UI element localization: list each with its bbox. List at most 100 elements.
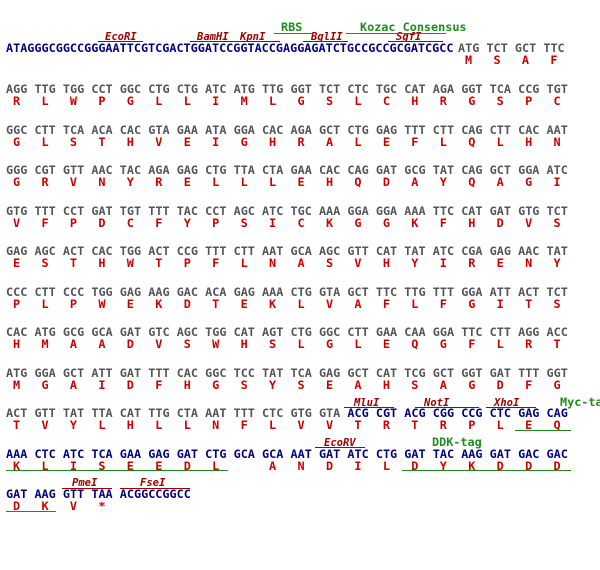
amino-acid: R [13, 94, 21, 108]
amino-acid: L [411, 296, 419, 311]
enzyme: NotI [424, 397, 450, 409]
codon: CAG [546, 406, 568, 420]
feature: Kozac Consensus [360, 20, 467, 34]
amino-acid: L [240, 175, 248, 189]
codon: GGC [318, 325, 341, 339]
amino-acid: N [98, 175, 106, 189]
amino-acid: I [212, 134, 220, 149]
site-line [315, 447, 365, 448]
amino-acid: I [496, 296, 504, 311]
amino-acid: A [521, 53, 529, 67]
amino-acid: Y [126, 175, 134, 189]
codon: CTT [432, 122, 455, 137]
site-line [344, 407, 394, 408]
amino-acid: H [325, 175, 334, 189]
codon: CTG [205, 446, 227, 461]
amino-acid: D [496, 215, 504, 230]
amino-acid: L [269, 94, 277, 108]
codon: TCA [290, 365, 312, 380]
codon: GAT [91, 203, 113, 218]
codon: GAG [318, 365, 341, 380]
amino-acid: T [411, 418, 419, 432]
amino-acid: Q [354, 175, 362, 189]
enzyme: XhoI [494, 397, 520, 409]
codon: ACGGCCGGCC [119, 487, 191, 501]
amino-acid: I [212, 94, 220, 108]
codon: GGA [518, 163, 540, 177]
codon: GAA [375, 325, 398, 339]
amino-acid: F [155, 377, 163, 392]
amino-acid: F [550, 53, 558, 67]
amino-acid: F [468, 337, 476, 351]
amino-acid: M [240, 94, 248, 108]
codon: CTT [347, 325, 369, 339]
codon: TAT [62, 406, 85, 420]
codon: ACA [91, 122, 113, 137]
codon: CAC [318, 163, 341, 177]
amino-acid: L [269, 175, 277, 189]
amino-acid: S [325, 256, 334, 270]
feature: RBS [281, 20, 303, 34]
codon: CTG [290, 325, 312, 339]
codon: TTT [233, 406, 255, 420]
amino-acid: E [382, 337, 390, 351]
codon: GAG [518, 406, 540, 420]
codon: GAG [233, 284, 255, 299]
amino-acid: D [553, 458, 561, 473]
amino-acid: T [155, 256, 163, 270]
codon: CAT [375, 365, 398, 380]
codon: AAG [461, 446, 483, 461]
codon: GAG [176, 163, 198, 177]
amino-acid: F [439, 296, 447, 311]
amino-acid: R [41, 175, 49, 189]
codon: GGT [461, 365, 483, 380]
codon: ATC [205, 82, 227, 96]
codon: ATC [62, 446, 85, 461]
amino-acid: * [98, 499, 106, 513]
amino-acid: I [69, 458, 77, 473]
codon: CAG [461, 163, 483, 177]
codon: AAC [91, 163, 113, 177]
codon: CCG [176, 244, 198, 258]
codon: TCT [546, 284, 568, 299]
site-line [190, 41, 280, 42]
enzyme: SgfI [396, 31, 422, 43]
codon: GAC [518, 446, 540, 461]
codon: GAA [176, 122, 198, 137]
amino-acid: I [98, 377, 106, 392]
amino-acid: D [98, 215, 106, 230]
codon: CCT [62, 203, 85, 218]
amino-acid: R [468, 256, 476, 270]
codon: CCG [518, 82, 540, 96]
codon: GCA [91, 325, 113, 339]
codon: GCT [432, 365, 455, 380]
amino-acid: S [269, 337, 277, 351]
codon: TTC [432, 203, 455, 218]
tag-line [6, 470, 228, 471]
amino-acid: L [496, 337, 504, 351]
amino-acid: E [126, 458, 134, 473]
codon: TTG [148, 406, 170, 420]
amino-acid: D [382, 175, 390, 189]
codon: AAA [6, 446, 28, 461]
amino-acid: L [41, 134, 49, 149]
codon: CAG [461, 122, 483, 137]
codon: GGC [119, 82, 142, 96]
site-line [388, 41, 443, 42]
amino-acid: V [525, 215, 533, 230]
amino-acid: E [382, 134, 390, 149]
codon: ACG [404, 406, 426, 420]
codon: AAT [546, 122, 568, 137]
codon: CTT [489, 325, 511, 339]
amino-acid: V [155, 134, 163, 149]
codon: TTC [375, 284, 398, 299]
amino-acid: G [468, 377, 476, 392]
codon: CAC [91, 244, 113, 258]
codon: GCT [489, 163, 511, 177]
tag-line [515, 430, 571, 431]
amino-acid: L [41, 94, 49, 108]
amino-acid: A [439, 377, 447, 392]
codon: ATC [546, 163, 568, 177]
codon: GTT [34, 406, 56, 420]
amino-acid: G [468, 94, 476, 108]
